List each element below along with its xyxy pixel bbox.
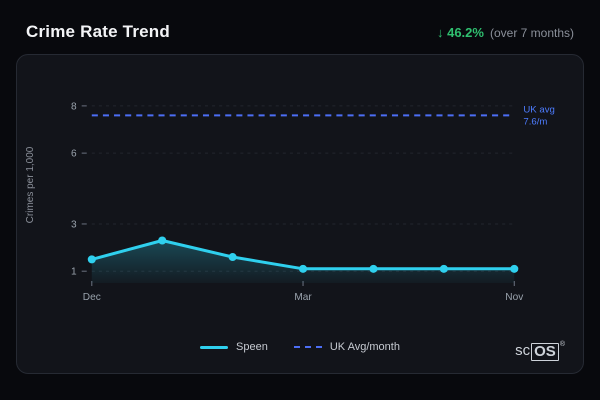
series-area [91, 240, 515, 283]
x-tick-label: Dec [83, 292, 101, 303]
reference-label-line2: 7.6/m [523, 116, 547, 127]
chart-area: 1 3 6 8 Dec Mar Nov UK avg 7.6/m Crimes per 1,000 [17, 65, 583, 321]
data-point[interactable] [369, 264, 378, 273]
page-title: Crime Rate Trend [26, 22, 170, 41]
chart-panel: 1 3 6 8 Dec Mar Nov UK avg 7.6/m Crimes per 1,000… [16, 54, 584, 374]
y-tick-label: 8 [71, 101, 77, 112]
data-point[interactable] [87, 255, 96, 264]
reference-label-line1: UK avg [523, 104, 554, 115]
y-tick-label: 6 [71, 149, 77, 160]
panel-footer: Speen UK Avg/month sc OS ® [17, 321, 583, 373]
page-header: Crime Rate Trend ↓ 46.2% (over 7 months) [0, 0, 600, 54]
legend-item-reference[interactable]: UK Avg/month [293, 341, 400, 353]
reference-line-swatch [293, 346, 322, 348]
y-tick-label: 1 [71, 267, 77, 278]
legend-label: Speen [236, 341, 268, 353]
data-point[interactable] [158, 236, 167, 245]
delta-stat: ↓ 46.2% (over 7 months) [437, 25, 574, 40]
legend-item-series[interactable]: Speen [200, 341, 268, 353]
legend-label: UK Avg/month [329, 341, 400, 353]
brand-boxed: OS [531, 343, 559, 361]
brand-prefix: sc [515, 342, 531, 359]
y-tick-label: 3 [71, 220, 77, 231]
data-point[interactable] [298, 264, 308, 273]
registered-mark: ® [559, 341, 565, 348]
chart-legend: Speen UK Avg/month [200, 341, 400, 353]
x-tick-label: Nov [505, 292, 523, 303]
x-tick-label: Mar [294, 292, 312, 303]
brand-logo: sc OS ® [515, 341, 565, 361]
data-point[interactable] [439, 264, 448, 273]
data-point[interactable] [510, 264, 519, 273]
series-line-swatch [200, 345, 229, 349]
delta-value: ↓ 46.2% [436, 25, 484, 40]
data-point[interactable] [228, 253, 237, 262]
delta-caption: (over 7 months) [489, 26, 574, 40]
y-axis-label: Crimes per 1,000 [25, 146, 36, 223]
